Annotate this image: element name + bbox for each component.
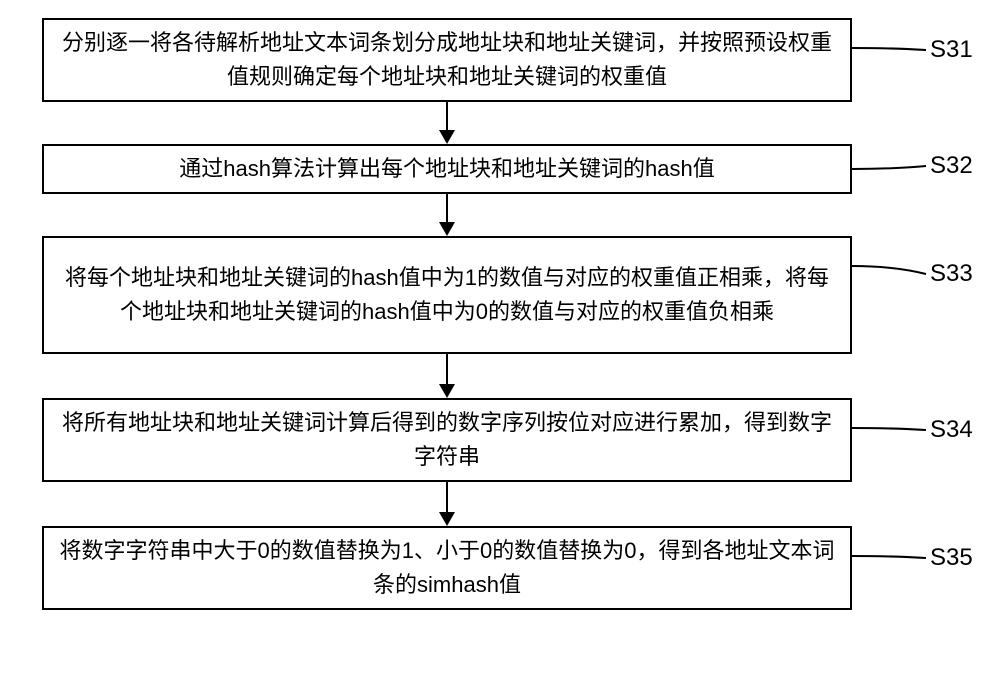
leader-line <box>852 44 928 54</box>
arrow-s33-s34 <box>437 354 457 398</box>
step-s35: 将数字字符串中大于0的数值替换为1、小于0的数值替换为0，得到各地址文本词条的s… <box>42 526 852 610</box>
step-text: 将每个地址块和地址关键词的hash值中为1的数值与对应的权重值正相乘，将每个地址… <box>58 261 836 329</box>
leader-line <box>852 262 928 278</box>
step-label-s34: S34 <box>930 416 973 444</box>
leader-line <box>852 424 928 434</box>
step-label-s35: S35 <box>930 544 973 572</box>
arrow-head-icon <box>439 512 455 526</box>
leader-line <box>852 162 928 173</box>
step-label-s31: S31 <box>930 36 973 64</box>
step-text: 将所有地址块和地址关键词计算后得到的数字序列按位对应进行累加，得到数字字符串 <box>58 406 836 474</box>
arrow-head-icon <box>439 130 455 144</box>
leader-line <box>852 552 928 562</box>
step-text: 分别逐一将各待解析地址文本词条划分成地址块和地址关键词，并按照预设权重值规则确定… <box>58 26 836 94</box>
step-s32: 通过hash算法计算出每个地址块和地址关键词的hash值 <box>42 144 852 194</box>
step-label-s33: S33 <box>930 260 973 288</box>
arrow-s34-s35 <box>437 482 457 526</box>
arrow-head-icon <box>439 222 455 236</box>
step-text: 将数字字符串中大于0的数值替换为1、小于0的数值替换为0，得到各地址文本词条的s… <box>58 534 836 602</box>
arrow-line <box>446 194 448 224</box>
step-s31: 分别逐一将各待解析地址文本词条划分成地址块和地址关键词，并按照预设权重值规则确定… <box>42 18 852 102</box>
arrow-line <box>446 102 448 132</box>
arrow-line <box>446 354 448 386</box>
arrow-s32-s33 <box>437 194 457 236</box>
arrow-s31-s32 <box>437 102 457 144</box>
arrow-line <box>446 482 448 514</box>
step-label-s32: S32 <box>930 152 973 180</box>
step-text: 通过hash算法计算出每个地址块和地址关键词的hash值 <box>179 152 714 186</box>
arrow-head-icon <box>439 384 455 398</box>
step-s33: 将每个地址块和地址关键词的hash值中为1的数值与对应的权重值正相乘，将每个地址… <box>42 236 852 354</box>
step-s34: 将所有地址块和地址关键词计算后得到的数字序列按位对应进行累加，得到数字字符串 <box>42 398 852 482</box>
flowchart-canvas: 分别逐一将各待解析地址文本词条划分成地址块和地址关键词，并按照预设权重值规则确定… <box>0 0 1000 700</box>
